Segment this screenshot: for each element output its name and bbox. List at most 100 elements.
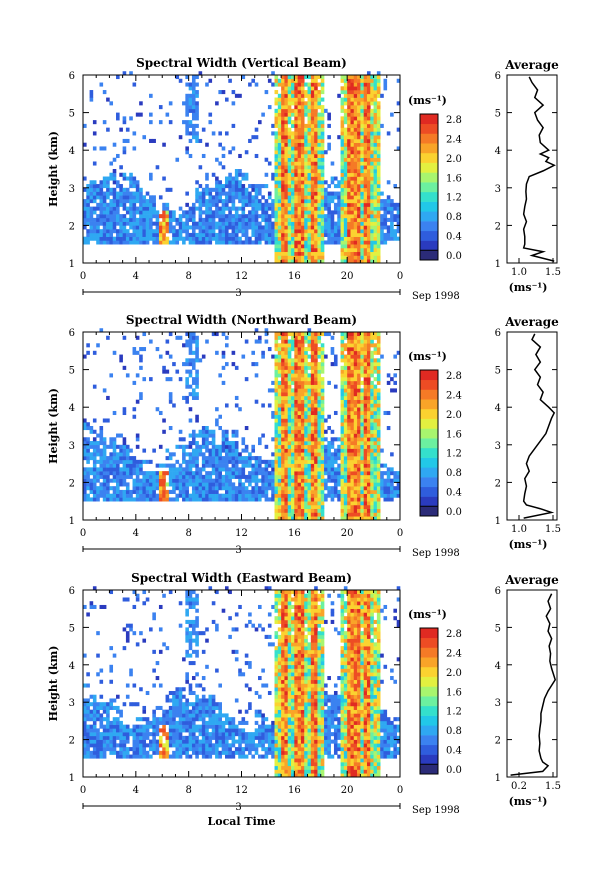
heatmap-cell (142, 493, 147, 498)
heatmap-cell (360, 426, 364, 431)
heatmap-cell (152, 236, 156, 241)
heatmap-cell (340, 210, 345, 215)
heatmap-cell (135, 437, 140, 442)
heatmap-cell (360, 86, 364, 91)
heatmap-cell (89, 482, 94, 487)
heatmap-cell (224, 206, 229, 211)
heatmap-cell (360, 362, 364, 367)
heatmap-cell (106, 202, 110, 207)
heatmap-cell (182, 120, 186, 125)
heatmap-cell (208, 202, 213, 207)
heatmap-cell (350, 217, 355, 222)
heatmap-cell (343, 392, 348, 397)
heatmap-cell (139, 112, 143, 117)
heatmap-cell (109, 437, 114, 442)
heatmap-cell (152, 221, 156, 226)
heatmap-cell (357, 146, 361, 151)
heatmap-cell (357, 493, 361, 498)
heatmap-cell (168, 217, 173, 222)
heatmap-cell (357, 414, 361, 419)
heatmap-cell (343, 437, 348, 442)
heatmap-cell (96, 478, 100, 483)
heatmap-cell (386, 474, 391, 479)
heatmap-cell (142, 232, 147, 237)
heatmap-cell (99, 191, 104, 196)
heatmap-cell (304, 339, 308, 344)
heatmap-cell (333, 354, 338, 359)
heatmap-cell (168, 210, 173, 215)
heatmap-cell (363, 202, 368, 207)
heatmap-cell (234, 452, 239, 457)
heatmap-cell (310, 153, 315, 159)
heatmap-cell (191, 97, 196, 102)
heatmap-cell (274, 78, 279, 83)
heatmap-cell (234, 459, 239, 464)
heatmap-cell (241, 187, 246, 192)
heatmap-cell (337, 474, 341, 479)
heatmap-cell (221, 225, 226, 230)
heatmap-cell (254, 463, 259, 468)
heatmap-cell (376, 350, 381, 355)
heatmap-cell (314, 395, 318, 400)
heatmap-cell (317, 332, 322, 337)
heatmap-cell (241, 191, 246, 196)
heatmap-cell (297, 362, 302, 367)
heatmap-cell (337, 467, 341, 472)
heatmap-cell (360, 90, 364, 95)
heatmap-cell (294, 347, 298, 352)
heatmap-cell (357, 120, 361, 125)
heatmap-cell (287, 418, 292, 423)
heatmap-cell (366, 456, 371, 461)
heatmap-cell (191, 135, 196, 140)
heatmap-cell (248, 474, 252, 479)
heatmap-cell (340, 157, 345, 162)
heatmap-cell (284, 392, 289, 397)
heatmap-cell (343, 459, 348, 464)
heatmap-cell (287, 478, 292, 483)
heatmap-cell (294, 86, 298, 91)
heatmap-cell (333, 452, 338, 457)
heatmap-cell (291, 516, 295, 521)
heatmap-cell (96, 217, 100, 222)
x-tick-label: 0 (397, 271, 403, 282)
heatmap-cell (119, 459, 123, 464)
heatmap-cell (287, 247, 292, 253)
heatmap-cell (195, 444, 199, 449)
heatmap-cell (347, 384, 351, 389)
heatmap-cell (360, 180, 364, 185)
heatmap-cell (376, 444, 381, 449)
heatmap-cell (366, 251, 371, 256)
heatmap-cell (353, 191, 358, 196)
heatmap-cell (314, 452, 318, 457)
heatmap-cell (291, 456, 295, 461)
heatmap-cell (300, 240, 305, 245)
heatmap-cell (307, 225, 312, 230)
heatmap-cell (198, 493, 203, 498)
heatmap-cell (390, 377, 394, 382)
heatmap-cell (281, 399, 285, 404)
heatmap-cell (168, 463, 173, 468)
heatmap-cell (294, 482, 298, 487)
heatmap-cell (347, 210, 351, 215)
heatmap-cell (188, 93, 193, 98)
heatmap-cell (357, 504, 361, 510)
heatmap-cell (376, 123, 381, 128)
heatmap-cell (376, 418, 381, 423)
heatmap-cell (205, 217, 209, 222)
heatmap-cell (129, 116, 133, 121)
heatmap-cell (267, 478, 272, 483)
heatmap-cell (234, 403, 239, 408)
heatmap-cell (178, 478, 183, 483)
heatmap-cell (376, 93, 381, 98)
heatmap-cell (271, 71, 275, 76)
heatmap-cell (386, 478, 391, 483)
heatmap-cell (390, 199, 394, 204)
heatmap-cell (195, 358, 199, 363)
heatmap-cell (347, 176, 351, 181)
heatmap-cell (162, 369, 166, 374)
heatmap-cell (231, 221, 236, 226)
heatmap-cell (314, 332, 318, 337)
heatmap-cell (300, 399, 305, 404)
heatmap-cell (254, 362, 259, 367)
heatmap-cell (274, 486, 279, 491)
